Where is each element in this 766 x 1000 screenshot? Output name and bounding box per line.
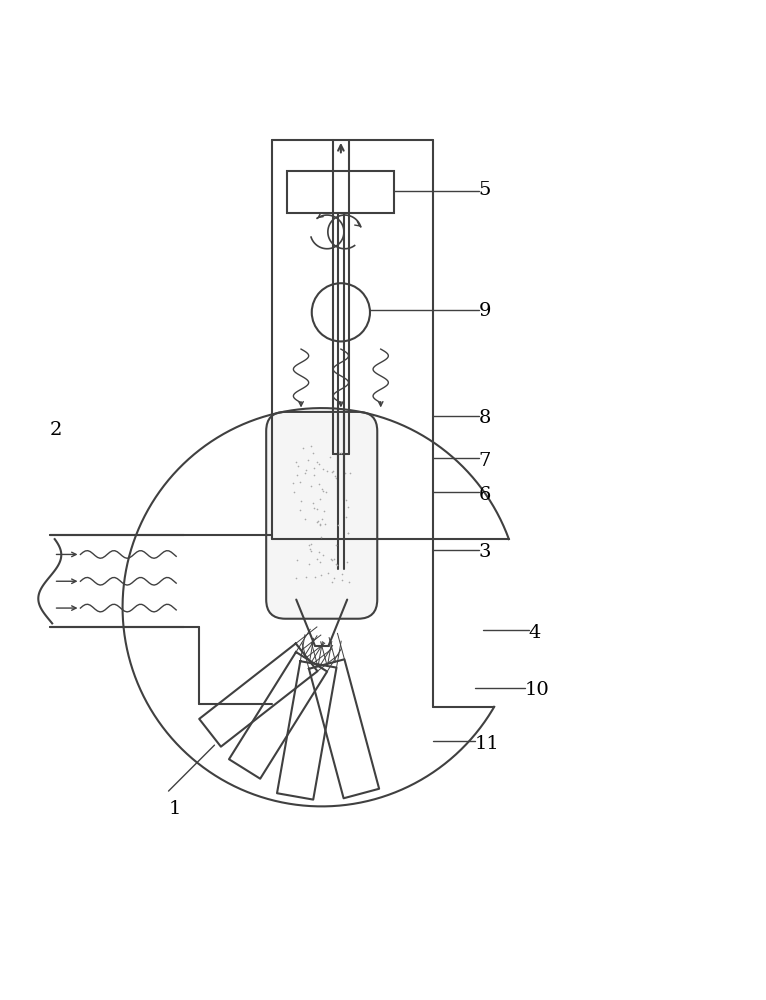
Text: 11: 11: [475, 735, 499, 753]
Text: 5: 5: [479, 181, 491, 199]
Text: 4: 4: [529, 624, 541, 642]
Text: 1: 1: [169, 800, 181, 818]
Text: 2: 2: [50, 421, 62, 439]
Text: 7: 7: [479, 452, 491, 470]
FancyBboxPatch shape: [267, 412, 377, 619]
Text: 9: 9: [479, 302, 491, 320]
Text: 3: 3: [479, 543, 491, 561]
Text: 6: 6: [479, 486, 491, 504]
Text: 8: 8: [479, 409, 491, 427]
Text: 10: 10: [525, 681, 549, 699]
Bar: [287, 171, 394, 213]
